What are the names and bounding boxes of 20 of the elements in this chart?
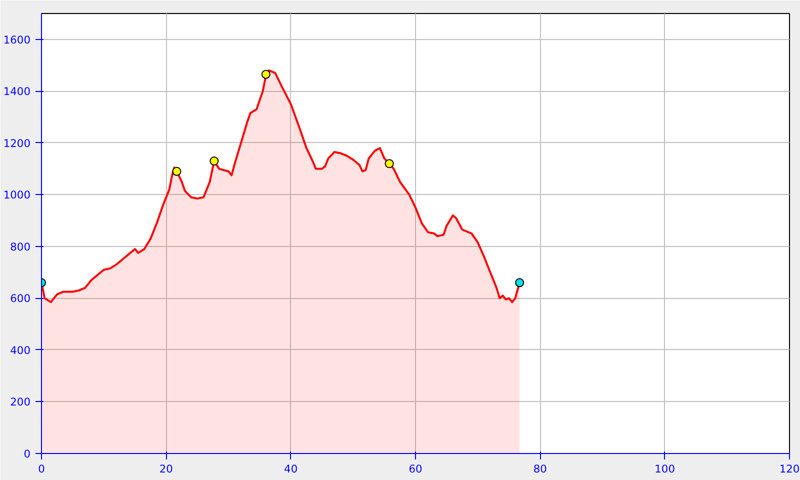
x-tick-label: 60	[408, 462, 422, 476]
y-tick-label: 1200	[3, 136, 31, 150]
point	[384, 159, 394, 168]
x-tick-label: 80	[533, 462, 548, 476]
y-tick-label: 1400	[3, 85, 31, 98]
x-tick-label: 20	[159, 462, 174, 476]
y-tick-label: 600	[10, 292, 31, 306]
x-tick-label: 40	[284, 462, 298, 476]
x-tick-label: 100	[654, 462, 676, 476]
point	[172, 166, 182, 176]
point	[261, 70, 270, 79]
point	[210, 156, 219, 166]
y-tick-label: 1600	[3, 33, 31, 46]
y-tick-label: 0	[24, 448, 31, 460]
y-tick-label: 1000	[3, 188, 31, 202]
y-tick-label: 200	[10, 396, 31, 409]
x-tick-label: 0	[38, 462, 46, 476]
x-tick-label: 120	[779, 462, 800, 476]
y-tick-label: 800	[10, 240, 31, 254]
y-tick-label: 400	[10, 344, 31, 357]
